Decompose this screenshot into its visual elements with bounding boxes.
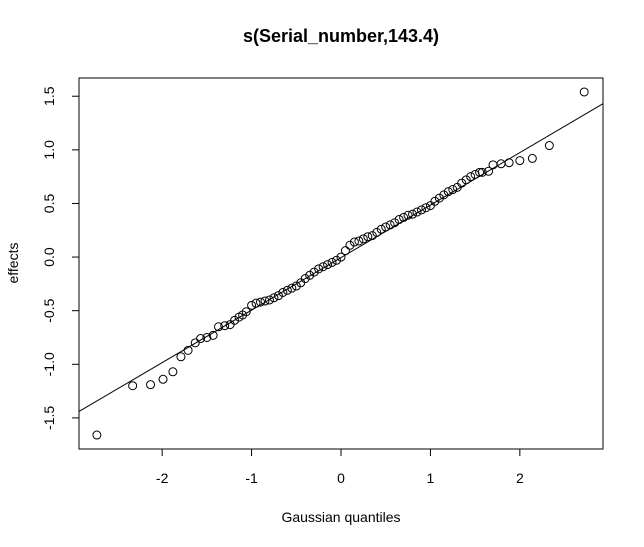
point	[376, 224, 386, 234]
point	[488, 160, 498, 170]
point	[394, 215, 404, 225]
point	[340, 246, 350, 256]
point	[168, 367, 178, 377]
y-tick-label: -0.5	[41, 298, 57, 322]
point	[146, 380, 156, 390]
point	[202, 332, 212, 342]
point	[230, 315, 240, 325]
point	[213, 322, 223, 332]
point	[241, 307, 251, 317]
point	[477, 167, 487, 177]
point	[336, 252, 346, 262]
point	[273, 291, 283, 301]
point	[176, 352, 186, 362]
point	[282, 285, 292, 295]
point	[323, 260, 333, 270]
point	[390, 218, 400, 228]
x-tick-label: 1	[427, 470, 435, 486]
point	[158, 374, 168, 384]
point	[408, 209, 418, 219]
point	[385, 220, 395, 230]
point	[287, 283, 297, 293]
y-tick-label: -1.0	[41, 352, 57, 376]
point	[309, 267, 319, 277]
point	[421, 203, 431, 213]
point	[515, 156, 525, 166]
y-tick-label: 1.5	[41, 86, 57, 106]
point	[466, 172, 476, 182]
point	[183, 345, 193, 355]
chart-title: s(Serial_number,143.4)	[243, 26, 439, 46]
point	[579, 87, 589, 97]
point	[430, 196, 440, 206]
point	[457, 178, 467, 188]
point	[412, 207, 422, 217]
point	[403, 210, 413, 220]
point	[264, 295, 274, 305]
point	[251, 298, 261, 308]
point	[332, 255, 342, 265]
y-tick-label: 0.5	[41, 194, 57, 214]
x-tick-label: -2	[156, 470, 169, 486]
point	[475, 167, 485, 177]
point	[247, 300, 257, 310]
point	[367, 231, 377, 241]
point	[358, 234, 368, 244]
point	[372, 227, 382, 237]
point	[220, 321, 230, 331]
point	[504, 158, 514, 168]
point	[381, 222, 391, 232]
point	[256, 297, 266, 307]
y-tick-label: -1.5	[41, 406, 57, 430]
plot-box	[78, 77, 604, 450]
point	[300, 274, 310, 284]
point	[345, 240, 355, 250]
x-tick-label: -1	[245, 470, 258, 486]
point	[484, 166, 494, 176]
point	[443, 187, 453, 197]
point	[269, 293, 279, 303]
point	[349, 237, 359, 247]
point	[305, 270, 315, 280]
point	[399, 212, 409, 222]
point	[416, 205, 426, 215]
reference-line	[78, 103, 604, 412]
point	[461, 175, 471, 185]
point	[434, 193, 444, 203]
y-axis-label: effects	[5, 243, 21, 284]
point	[278, 287, 288, 297]
point	[448, 185, 458, 195]
x-axis-label: Gaussian quantiles	[281, 509, 400, 525]
point	[318, 262, 328, 272]
point	[260, 296, 270, 306]
point	[208, 330, 218, 340]
point	[291, 281, 301, 291]
point	[527, 153, 537, 163]
point	[128, 381, 138, 391]
point	[439, 190, 449, 200]
point	[92, 430, 102, 440]
point	[196, 334, 206, 344]
point	[363, 232, 373, 242]
y-tick-label: 0.0	[41, 247, 57, 267]
x-tick-label: 0	[337, 470, 345, 486]
point	[327, 257, 337, 267]
point	[354, 236, 364, 246]
point	[314, 264, 324, 274]
x-tick-label: 2	[516, 470, 524, 486]
y-tick-label: 1.0	[41, 140, 57, 160]
point	[190, 338, 200, 348]
point	[544, 141, 554, 151]
